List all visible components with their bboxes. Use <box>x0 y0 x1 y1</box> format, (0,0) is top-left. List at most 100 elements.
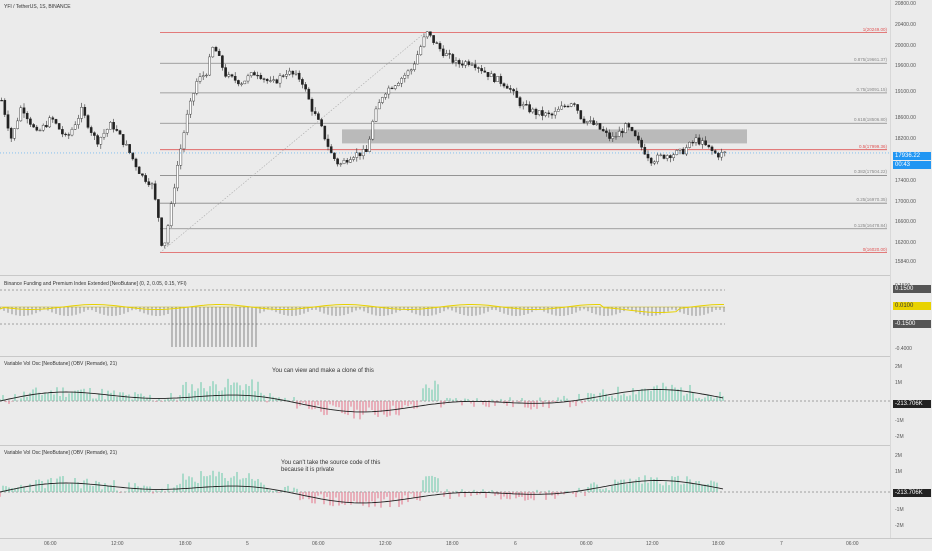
candle-body <box>150 183 154 186</box>
candle-body <box>557 108 560 112</box>
candle-body <box>633 130 637 137</box>
candle-body <box>553 111 557 116</box>
candle-body <box>477 67 480 69</box>
candle-body <box>272 79 275 81</box>
candle-body <box>96 135 99 145</box>
candle-body <box>141 173 144 176</box>
candle-body <box>390 87 394 90</box>
candle-body <box>195 81 199 94</box>
vol-tick-label: 2M <box>895 453 902 459</box>
price-tick-label: 17000.00 <box>895 198 916 205</box>
candle-body <box>451 54 455 63</box>
price-tick-label: 20800.00 <box>895 1 916 7</box>
vol-tick-label: -2M <box>895 523 904 529</box>
candle-body <box>358 152 362 157</box>
candle-body <box>128 144 131 154</box>
candle-body <box>493 73 496 82</box>
candle-body <box>99 136 103 145</box>
pane-divider[interactable] <box>0 445 932 446</box>
candle-body <box>230 74 234 77</box>
candle-body <box>269 80 272 82</box>
candle-body <box>457 60 461 65</box>
price-chart[interactable] <box>0 0 890 275</box>
price-scale[interactable]: 20800.00 20400.00 20000.00 19600.00 19100.00… <box>890 0 932 538</box>
candle-body <box>669 155 672 159</box>
candle-body <box>157 199 160 218</box>
candle-body <box>61 129 64 135</box>
candle-body <box>297 72 301 80</box>
time-tick-label: 06:00 <box>846 541 859 547</box>
vol-tick-label: -1M <box>895 418 904 424</box>
candle-body <box>147 181 151 186</box>
fib-level-label: 0.5(17999.36) <box>858 143 887 149</box>
candle-body <box>445 53 448 56</box>
candle-body <box>221 55 224 68</box>
vol-tick-label: 2M <box>895 364 902 370</box>
candle-body <box>422 36 426 47</box>
vol2-value-tag: -213.706K <box>893 489 931 497</box>
vol-osc-pane-2[interactable]: Variable Vol Osc [NeoButane] (OBV (Remad… <box>0 446 932 538</box>
candle-body <box>547 112 551 115</box>
price-tick-label: 17400.00 <box>895 177 916 184</box>
candle-body <box>35 126 39 131</box>
candle-body <box>525 104 528 106</box>
pane-divider[interactable] <box>0 275 932 276</box>
candle-body <box>582 118 586 123</box>
candle-body <box>307 88 311 100</box>
candle-body <box>550 113 554 116</box>
vol-osc-pane-1[interactable]: Variable Vol Osc [NeoButane] (OBV (Remad… <box>0 357 932 445</box>
candle-body <box>243 80 247 85</box>
funding-chart[interactable] <box>0 276 890 356</box>
candle-body <box>355 152 359 158</box>
candle-body <box>173 187 176 204</box>
candle-body <box>73 124 77 130</box>
candle-body <box>448 53 451 55</box>
time-tick-label: 12:00 <box>379 541 392 547</box>
current-price-tag: 17936.22 <box>893 152 931 160</box>
candle-body <box>697 137 701 145</box>
time-tick-label: 06:00 <box>580 541 593 547</box>
funding-pane[interactable]: Binance Funding and Premium Index Extend… <box>0 276 932 356</box>
candle-body <box>605 130 608 133</box>
candle-body <box>384 93 387 98</box>
candle-body <box>265 78 269 82</box>
candle-body <box>662 154 666 159</box>
candle-body <box>413 63 416 70</box>
candle-body <box>192 93 195 102</box>
vol-tick-label: -1M <box>895 507 904 513</box>
time-axis[interactable]: 06:00 12:00 18:00 5 06:00 12:00 18:00 6 06:00 12:… <box>0 538 932 551</box>
candle-body <box>29 118 32 125</box>
candle-body <box>169 203 173 226</box>
candle-body <box>329 146 333 154</box>
candle-body <box>585 121 589 123</box>
time-tick-label: 18:00 <box>179 541 192 547</box>
candle-body <box>499 76 503 84</box>
candle-body <box>534 108 538 115</box>
candle-body <box>224 67 227 77</box>
vol-signal-line <box>0 480 724 504</box>
candle-body <box>643 147 647 155</box>
time-tick-label: 5 <box>246 541 249 547</box>
candle-body <box>208 56 211 76</box>
candle-body <box>160 217 163 246</box>
candle-body <box>486 72 490 77</box>
candle-body <box>489 73 493 77</box>
candle-body <box>595 123 599 125</box>
candle-body <box>707 144 711 148</box>
candle-body <box>400 78 403 84</box>
candle-body <box>656 154 659 163</box>
candle-body <box>342 160 346 164</box>
candle-body <box>579 110 583 120</box>
time-tick-label: 7 <box>780 541 783 547</box>
candle-body <box>54 119 58 124</box>
candle-body <box>681 148 685 155</box>
candle-body <box>563 105 567 107</box>
premium-line <box>0 304 724 313</box>
candle-body <box>512 89 515 92</box>
pane-divider[interactable] <box>0 356 932 357</box>
price-pane[interactable]: YFI / TetherUS, 1S, BINANCE 1(20249.00) 0… <box>0 0 932 275</box>
candle-body <box>16 120 19 129</box>
candle-body <box>710 146 714 151</box>
vol-osc-chart-1[interactable] <box>0 357 890 445</box>
vol-osc-chart-2[interactable] <box>0 446 890 538</box>
